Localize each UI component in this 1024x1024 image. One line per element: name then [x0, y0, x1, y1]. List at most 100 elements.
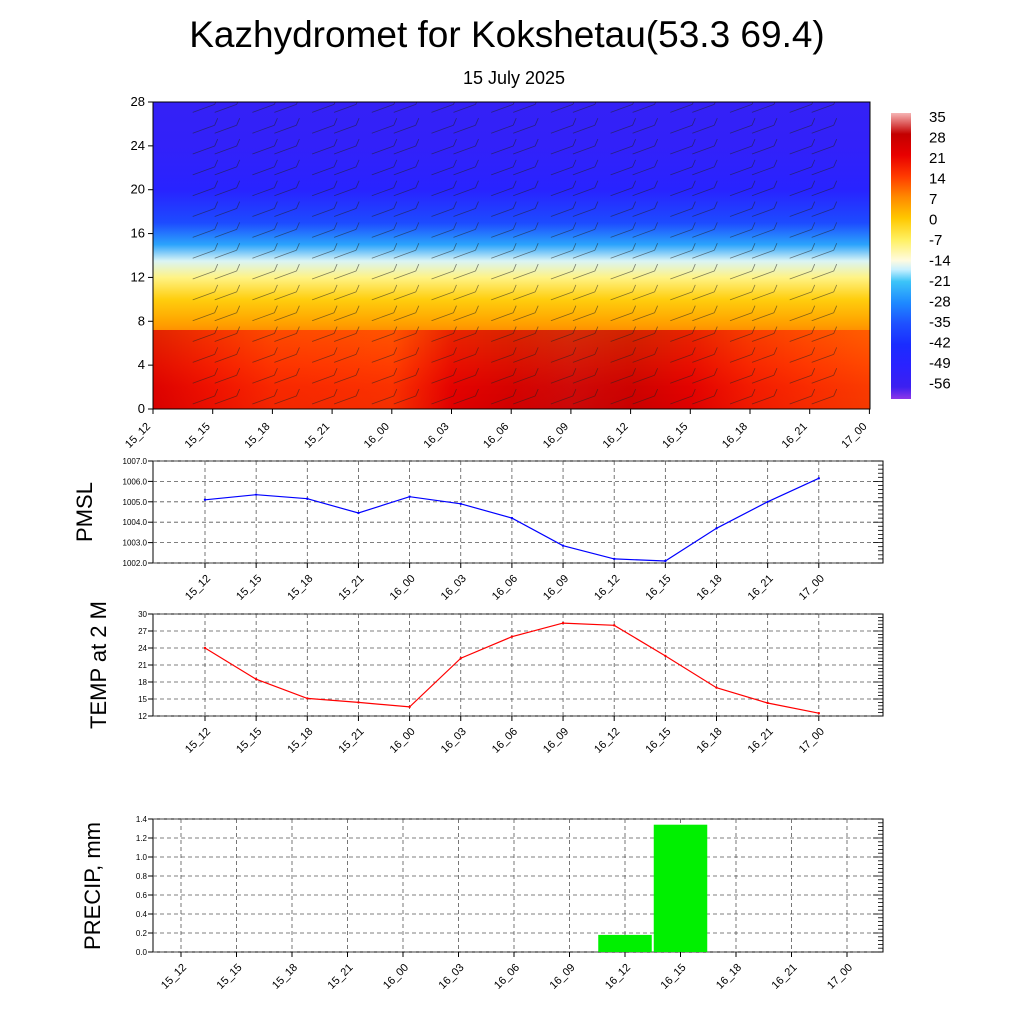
wind-barb-flag: [572, 305, 577, 313]
wind-barb-staff: [393, 395, 416, 405]
x-tick-label: 15_15: [234, 726, 264, 756]
wind-barb-flag: [654, 326, 658, 334]
wind-barb-flag: [654, 201, 658, 209]
wind-barb: [610, 222, 636, 238]
wind-barb-flag: [475, 347, 479, 355]
wind-barb-staff: [692, 208, 715, 217]
x-tick-label: 15_21: [336, 726, 366, 756]
wind-barb-flag: [236, 102, 239, 105]
wind-barb: [513, 347, 539, 363]
wind-barb: [274, 159, 300, 176]
x-tick-label: 16_21: [746, 573, 776, 603]
wind-barb-staff: [371, 124, 394, 134]
wind-barb-staff: [610, 270, 633, 280]
wind-barb-flag: [274, 138, 278, 147]
wind-barb-staff: [371, 374, 394, 384]
wind-barb-staff: [751, 333, 775, 342]
wind-barb-staff: [513, 145, 536, 155]
wind-barb: [811, 102, 836, 113]
wind-barb-staff: [192, 333, 215, 342]
wind-barb: [789, 368, 816, 384]
wind-barb: [192, 118, 219, 134]
wind-barb-flag: [453, 222, 457, 230]
wind-barb: [550, 347, 577, 363]
wind-barb-flag: [811, 305, 816, 313]
wind-barb: [393, 159, 420, 176]
wind-barb-staff: [610, 166, 633, 176]
wind-barb-staff: [632, 353, 655, 363]
wind-barb-flag: [632, 368, 636, 376]
wind-barb-flag: [632, 243, 636, 251]
wind-barb-staff: [371, 208, 394, 217]
wind-barb-flag: [751, 347, 756, 355]
wind-barb-flag: [453, 263, 457, 272]
wind-barb-staff: [311, 395, 335, 405]
wind-barb-flag: [713, 368, 718, 376]
wind-barb: [513, 138, 539, 155]
wind-barb-staff: [333, 229, 357, 238]
wind-barb-staff: [491, 208, 514, 217]
wind-barb: [453, 326, 479, 342]
wind-barb-staff: [214, 229, 237, 238]
wind-barb: [513, 284, 539, 301]
wind-barb-flag: [833, 347, 838, 355]
wind-barb-flag: [274, 118, 278, 126]
wind-barb: [333, 347, 360, 363]
data-point: [561, 621, 565, 625]
wind-barb: [513, 102, 537, 113]
wind-barb-staff: [811, 104, 834, 113]
wind-barb-flag: [811, 347, 816, 355]
y-tick-label: 1002.0: [123, 559, 148, 568]
wind-barb: [811, 159, 838, 176]
wind-barb: [811, 284, 838, 301]
cross-section-y-axis: 0 4 8 12 16 20 24 28: [131, 94, 153, 416]
wind-barb-staff: [333, 166, 357, 176]
wind-barb-flag: [214, 326, 219, 334]
wind-barb-staff: [311, 270, 335, 280]
wind-barb-staff: [572, 312, 596, 322]
wind-barb-staff: [453, 208, 476, 217]
wind-barb-flag: [654, 347, 658, 355]
wind-barb-staff: [311, 124, 335, 134]
wind-barb: [572, 201, 599, 217]
wind-barb-flag: [594, 102, 597, 105]
wind-barb: [311, 222, 338, 238]
wind-barb: [692, 368, 718, 384]
wind-barb: [729, 138, 756, 155]
x-tick-label: 16_12: [592, 726, 622, 756]
wind-barb: [431, 368, 457, 384]
wind-barb: [491, 347, 517, 363]
wind-barb: [632, 102, 657, 113]
wind-barb: [572, 326, 599, 342]
wind-barb-flag: [773, 326, 778, 334]
wind-barb-flag: [654, 243, 658, 251]
wind-barb: [274, 263, 300, 280]
wind-barb: [751, 388, 778, 405]
y-tick-label: 21: [138, 661, 147, 670]
wind-barb: [491, 180, 517, 197]
y-tick-label: 0.8: [136, 872, 148, 881]
wind-barb-flag: [572, 102, 575, 105]
wind-barb-staff: [632, 145, 655, 155]
wind-barb-flag: [811, 326, 816, 334]
wind-barb-staff: [491, 166, 514, 176]
wind-barb-staff: [252, 166, 275, 176]
wind-barb-staff: [550, 249, 574, 259]
wind-barb-flag: [453, 326, 457, 334]
wind-barb-staff: [333, 333, 357, 342]
wind-barb-staff: [274, 124, 297, 134]
wind-barb-staff: [751, 145, 775, 155]
x-tick-label: 16_15: [643, 726, 673, 756]
data-point: [817, 477, 820, 480]
wind-barb-staff: [192, 166, 215, 176]
wind-barb: [610, 284, 636, 301]
wind-barb: [610, 388, 636, 405]
cross-section-y-tick-label: 4: [138, 357, 145, 372]
wind-barb-flag: [296, 347, 300, 355]
wind-barb-staff: [453, 353, 476, 363]
wind-barb-staff: [513, 166, 536, 176]
y-tick-label: 1.4: [136, 815, 148, 824]
wind-barb-flag: [751, 388, 756, 397]
wind-barb-flag: [333, 138, 338, 147]
wind-barb: [729, 201, 756, 217]
